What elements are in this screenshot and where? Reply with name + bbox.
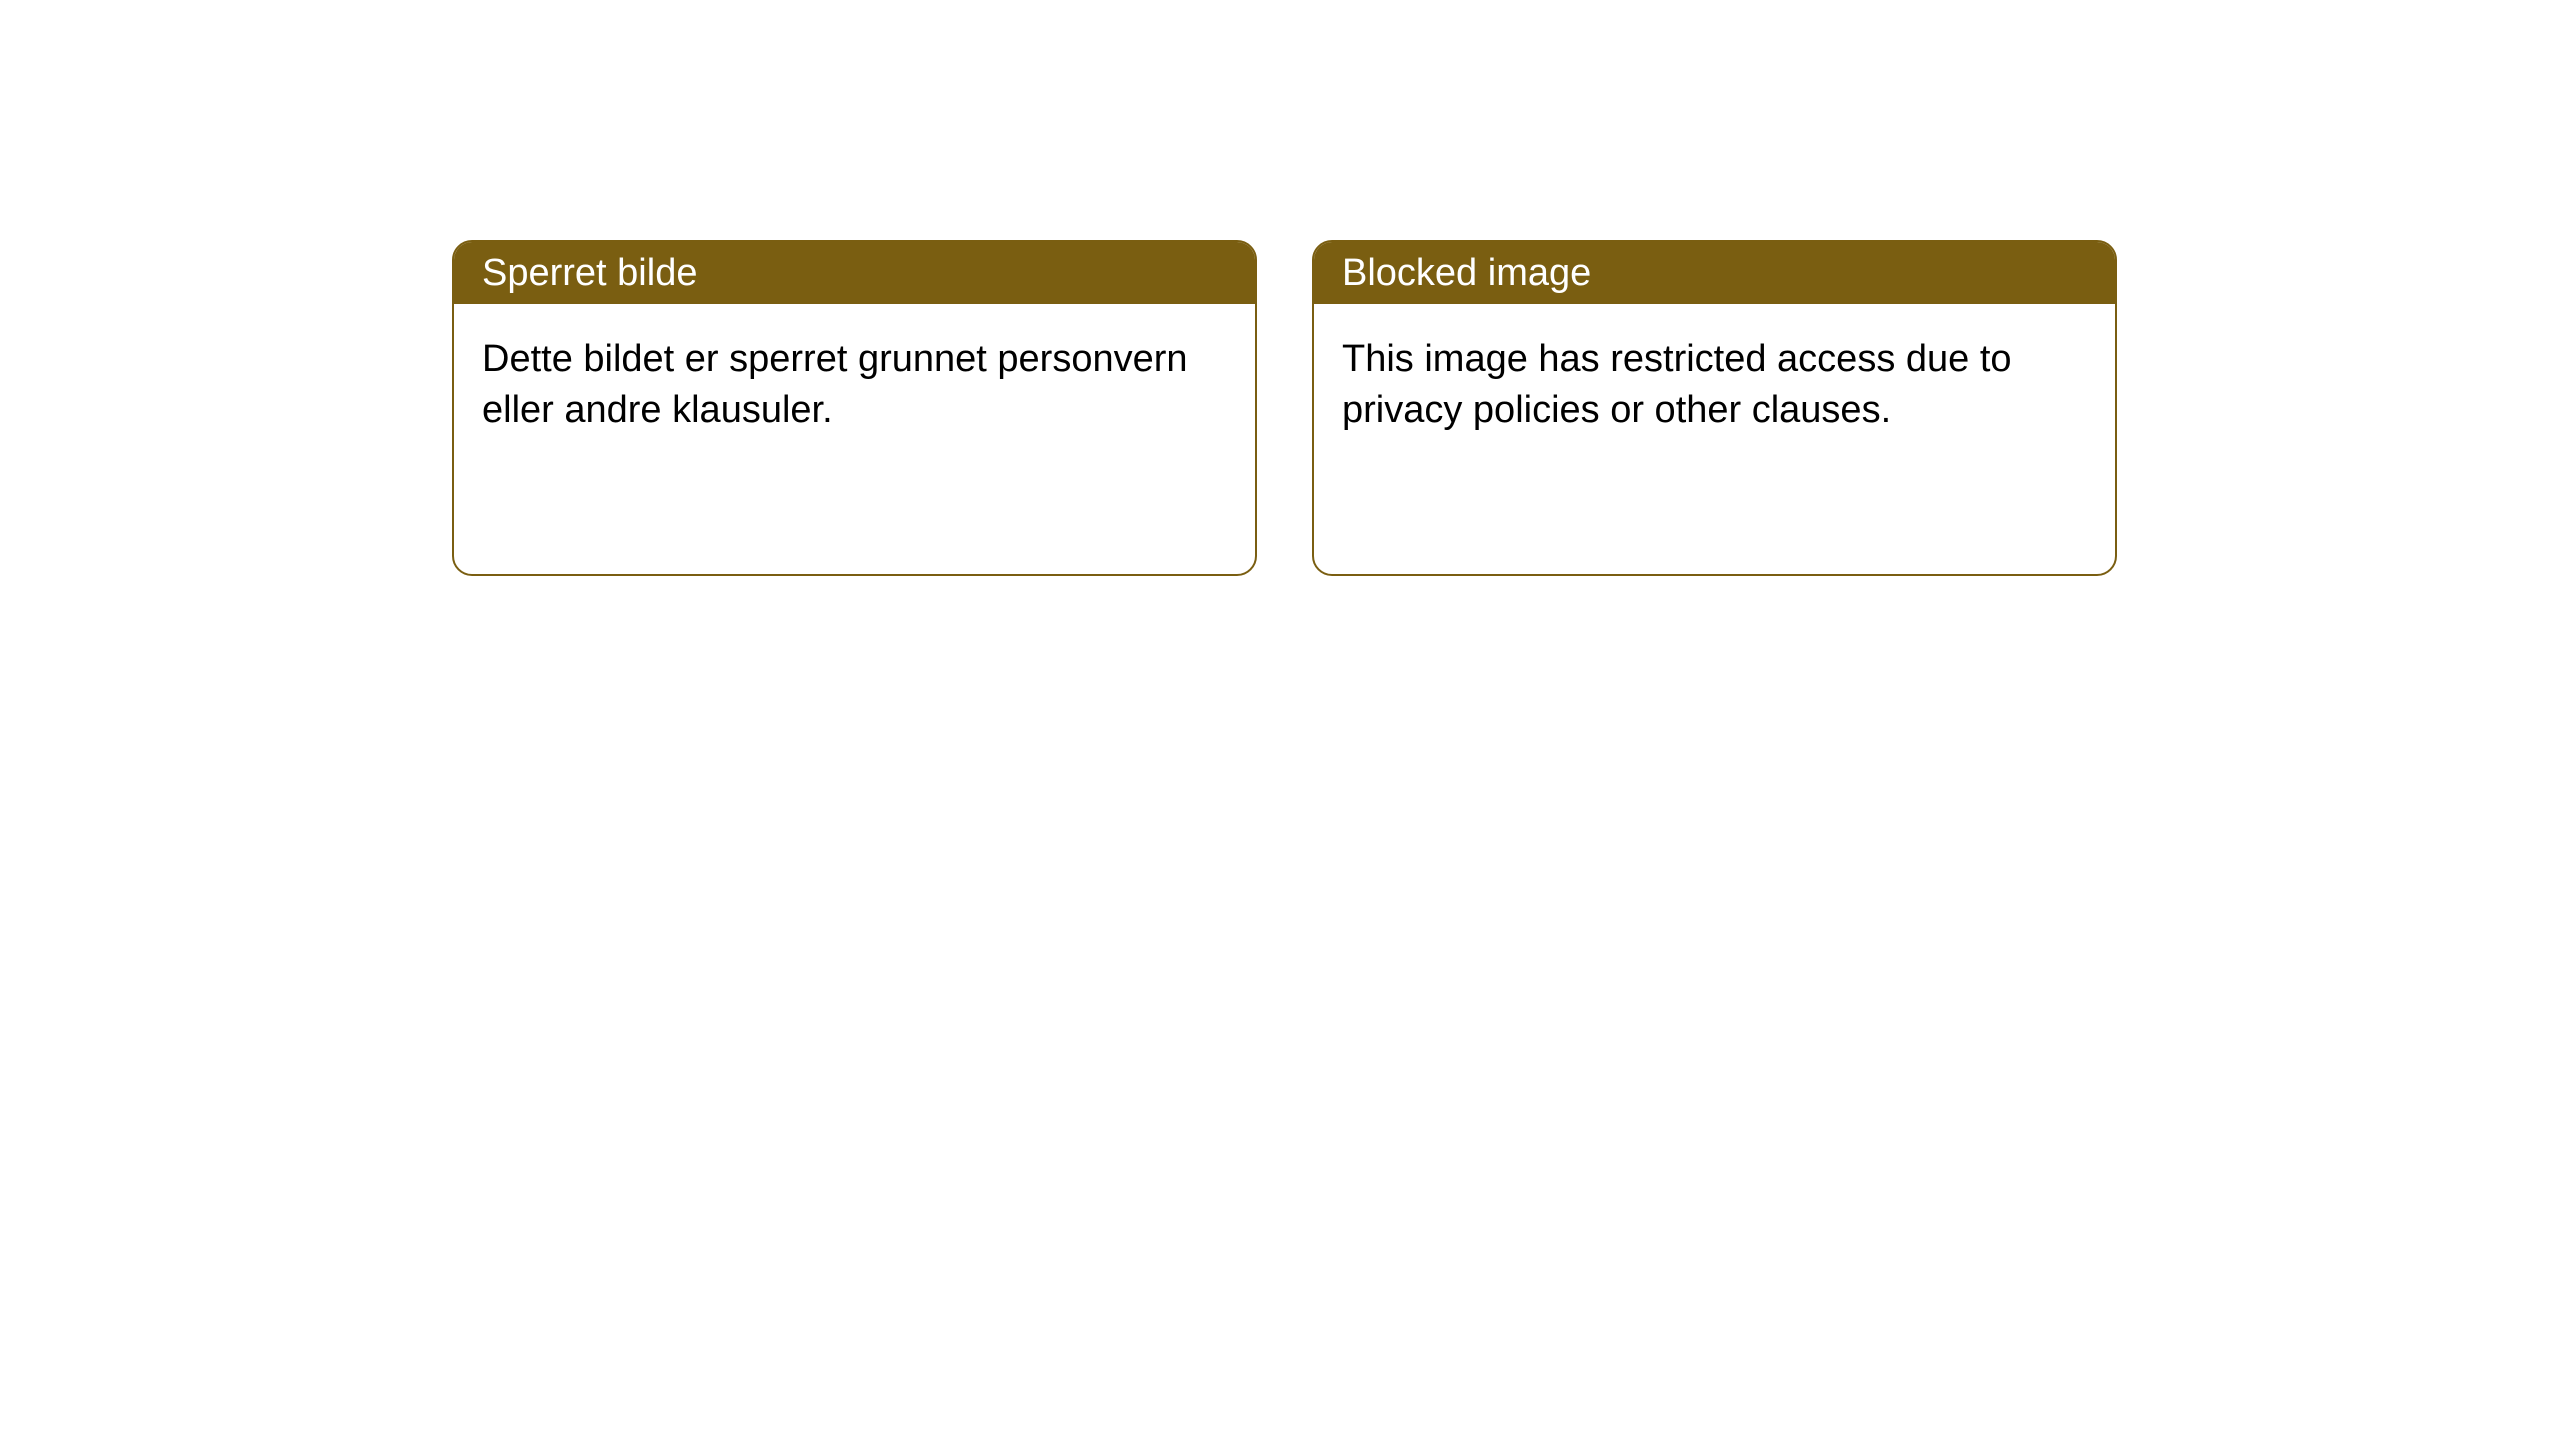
notice-header: Sperret bilde (454, 242, 1255, 304)
notice-text: Dette bildet er sperret grunnet personve… (482, 338, 1188, 431)
notice-container: Sperret bilde Dette bildet er sperret gr… (0, 0, 2560, 576)
notice-body: This image has restricted access due to … (1314, 304, 2115, 467)
notice-card-norwegian: Sperret bilde Dette bildet er sperret gr… (452, 240, 1257, 576)
notice-card-english: Blocked image This image has restricted … (1312, 240, 2117, 576)
notice-header: Blocked image (1314, 242, 2115, 304)
notice-body: Dette bildet er sperret grunnet personve… (454, 304, 1255, 467)
notice-title: Blocked image (1342, 252, 1591, 295)
notice-text: This image has restricted access due to … (1342, 338, 2012, 431)
notice-title: Sperret bilde (482, 252, 697, 295)
